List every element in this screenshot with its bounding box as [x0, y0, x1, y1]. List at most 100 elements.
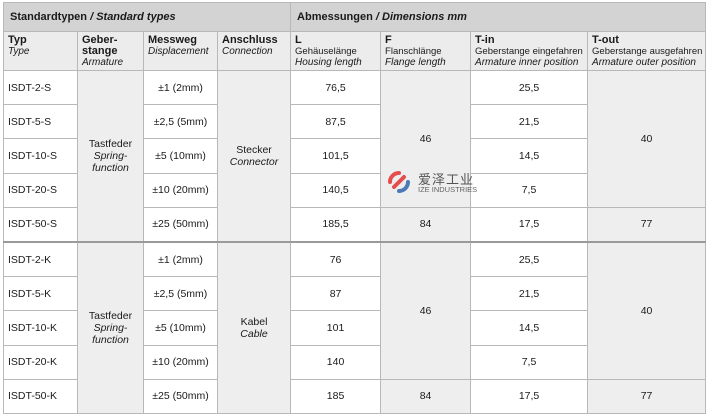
armature-cell-line: Tastfeder — [82, 138, 139, 150]
column-header-text: T-in — [475, 35, 583, 46]
armature-inner-cell: 25,5 — [471, 71, 588, 105]
type-cell: ISDT-50-S — [4, 207, 78, 242]
column-header-text: Armature — [82, 57, 139, 68]
column-header-text: Anschluss — [222, 35, 286, 46]
column-header: T-in Geberstange eingefahren Armature inne… — [471, 32, 588, 71]
armature-inner-cell: 21,5 — [471, 277, 588, 311]
housing-length-cell: 185 — [291, 379, 381, 413]
standard-types-de: Standardtypen — [10, 11, 87, 23]
armature-outer-cell: 40 — [588, 71, 706, 208]
connection-cell-line: Connector — [222, 156, 286, 168]
standard-types-table: Standardtypen / Standard types Abmessung… — [3, 2, 706, 414]
column-header: Typ Type — [4, 32, 78, 71]
column-header-text: stange — [82, 46, 139, 57]
armature-cell: Tastfeder Spring-function — [78, 71, 144, 242]
housing-length-cell: 87,5 — [291, 105, 381, 139]
displacement-cell: ±2,5 (5mm) — [144, 105, 218, 139]
column-header-text: Gehäuselänge — [295, 46, 376, 57]
header-separator: / — [373, 11, 382, 23]
flange-length-cell: 46 — [381, 242, 471, 379]
type-cell: ISDT-5-K — [4, 277, 78, 311]
armature-inner-cell: 7,5 — [471, 345, 588, 379]
column-header-text: Housing length — [295, 57, 376, 68]
connection-cell: Kabel Cable — [218, 242, 291, 413]
column-header-text: F — [385, 35, 466, 46]
table-row: ISDT-2-S Tastfeder Spring-function ±1 (2mm)… — [4, 71, 706, 105]
armature-cell-line: function — [82, 334, 139, 346]
housing-length-cell: 140,5 — [291, 173, 381, 207]
armature-cell-line: Tastfeder — [82, 310, 139, 322]
type-cell: ISDT-20-K — [4, 345, 78, 379]
connection-cell-line: Stecker — [222, 144, 286, 156]
housing-length-cell: 140 — [291, 345, 381, 379]
column-header: Anschluss Connection — [218, 32, 291, 71]
type-cell: ISDT-2-S — [4, 71, 78, 105]
column-header-text: Connection — [222, 46, 286, 57]
displacement-cell: ±2,5 (5mm) — [144, 277, 218, 311]
displacement-cell: ±10 (20mm) — [144, 173, 218, 207]
column-header-text: Typ — [8, 35, 73, 46]
column-header-text: Messweg — [148, 35, 213, 46]
column-header-text: Flange length — [385, 57, 466, 68]
displacement-cell: ±1 (2mm) — [144, 242, 218, 277]
type-cell: ISDT-10-K — [4, 311, 78, 345]
armature-inner-cell: 14,5 — [471, 139, 588, 173]
armature-inner-cell: 17,5 — [471, 379, 588, 413]
displacement-cell: ±5 (10mm) — [144, 139, 218, 173]
flange-length-cell: 84 — [381, 207, 471, 242]
standard-types-header: Standardtypen / Standard types — [4, 3, 291, 32]
column-header-text: T-out — [592, 35, 701, 46]
housing-length-cell: 101 — [291, 311, 381, 345]
type-cell: ISDT-10-S — [4, 139, 78, 173]
standard-types-en: Standard types — [96, 11, 175, 23]
dimensions-en: Dimensions mm — [382, 11, 467, 23]
column-header-text: Flanschlänge — [385, 46, 466, 57]
armature-inner-cell: 25,5 — [471, 242, 588, 277]
connection-cell: Stecker Connector — [218, 71, 291, 242]
flange-length-cell: 84 — [381, 379, 471, 413]
displacement-cell: ±25 (50mm) — [144, 379, 218, 413]
armature-cell-line: Spring- — [82, 322, 139, 334]
column-header-text: L — [295, 35, 376, 46]
column-header: L Gehäuselänge Housing length — [291, 32, 381, 71]
column-header-text: Type — [8, 46, 73, 57]
armature-outer-cell: 77 — [588, 379, 706, 413]
column-header-text: Armature inner position — [475, 57, 583, 68]
column-header: Messweg Displacement — [144, 32, 218, 71]
table-body: ISDT-2-S Tastfeder Spring-function ±1 (2mm)… — [4, 71, 706, 414]
connection-cell-line: Kabel — [222, 316, 286, 328]
armature-cell: Tastfeder Spring-function — [78, 242, 144, 413]
displacement-cell: ±25 (50mm) — [144, 207, 218, 242]
housing-length-cell: 76,5 — [291, 71, 381, 105]
type-cell: ISDT-20-S — [4, 173, 78, 207]
housing-length-cell: 87 — [291, 277, 381, 311]
armature-inner-cell: 7,5 — [471, 173, 588, 207]
armature-inner-cell: 17,5 — [471, 207, 588, 242]
type-cell: ISDT-5-S — [4, 105, 78, 139]
displacement-cell: ±1 (2mm) — [144, 71, 218, 105]
armature-cell-line: function — [82, 162, 139, 174]
housing-length-cell: 185,5 — [291, 207, 381, 242]
column-header-text: Geberstange ausgefahren — [592, 46, 701, 57]
type-cell: ISDT-2-K — [4, 242, 78, 277]
dimensions-header: Abmessungen / Dimensions mm — [291, 3, 706, 32]
column-header: T-out Geberstange ausgefahren Armature out… — [588, 32, 706, 71]
armature-cell-line: Spring- — [82, 150, 139, 162]
column-header-text: Geberstange eingefahren — [475, 46, 583, 57]
column-header: F Flanschlänge Flange length — [381, 32, 471, 71]
armature-outer-cell: 40 — [588, 242, 706, 379]
armature-inner-cell: 14,5 — [471, 311, 588, 345]
displacement-cell: ±10 (20mm) — [144, 345, 218, 379]
column-header-text: Displacement — [148, 46, 213, 57]
armature-inner-cell: 21,5 — [471, 105, 588, 139]
displacement-cell: ±5 (10mm) — [144, 311, 218, 345]
type-cell: ISDT-50-K — [4, 379, 78, 413]
housing-length-cell: 101,5 — [291, 139, 381, 173]
armature-outer-cell: 77 — [588, 207, 706, 242]
flange-length-cell: 46 — [381, 71, 471, 208]
housing-length-cell: 76 — [291, 242, 381, 277]
connection-cell-line: Cable — [222, 328, 286, 340]
column-header-text: Armature outer position — [592, 57, 701, 68]
column-header-row: Typ Type Geber-stange Armature Messweg Displa… — [4, 32, 706, 71]
